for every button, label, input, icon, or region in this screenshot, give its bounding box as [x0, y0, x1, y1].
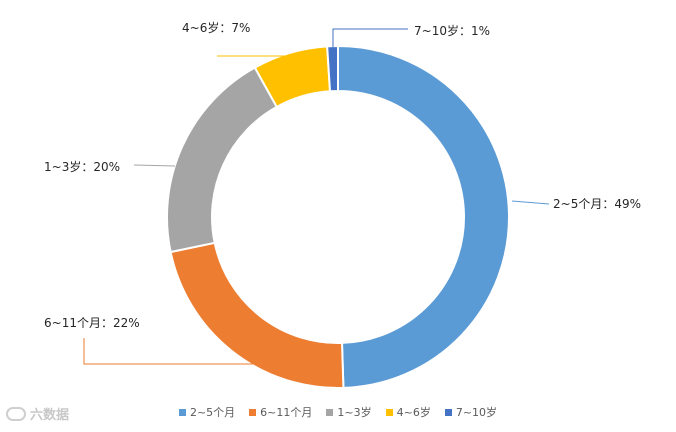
legend-swatch-2 [249, 408, 257, 416]
data-label-2: 6~11个月：22% [44, 316, 140, 330]
legend-label-1: 2~5个月 [189, 406, 236, 419]
data-label-4: 4~6岁：7% [182, 20, 250, 35]
watermark-text: 六数据 [30, 408, 70, 423]
legend-item-2: 6~11个月 [249, 404, 312, 420]
data-label-3: 1~3岁：20% [44, 159, 120, 174]
donut-chart: 2~5个月：49% 6~11个月：22% 1~3岁：20% 4~6岁：7% 7~10岁：… [44, 20, 641, 389]
slice-3 [166, 66, 279, 254]
slice-1 [337, 44, 510, 389]
legend-label-3: 1~3岁 [337, 406, 372, 419]
leader-line-5 [332, 28, 408, 47]
legend-swatch-4 [385, 408, 393, 416]
slice-2 [169, 241, 345, 389]
legend-item-5: 7~10岁 [444, 404, 498, 420]
leader-line-3 [133, 164, 176, 167]
legend-item-3: 1~3岁 [326, 404, 372, 420]
leader-line-1 [511, 200, 550, 205]
watermark-logo-icon [6, 406, 26, 421]
slice-5 [326, 44, 339, 93]
legend-label-5: 7~10岁 [455, 406, 498, 419]
data-label-1: 2~5个月：49% [553, 197, 641, 211]
legend-swatch-3 [326, 408, 334, 416]
legend-swatch-5 [444, 408, 452, 416]
legend-item-4: 4~6岁 [385, 404, 431, 420]
legend-label-4: 4~6岁 [396, 406, 431, 419]
leader-line-2 [83, 338, 262, 365]
legend-swatch-1 [178, 408, 186, 416]
chart-legend: 2~5个月 6~11个月 1~3岁 4~6岁 7~10岁 [0, 404, 676, 420]
data-label-5: 7~10岁：1% [414, 23, 490, 38]
watermark: 六数据 [6, 404, 69, 423]
legend-label-2: 6~11个月 [260, 406, 313, 419]
legend-item-1: 2~5个月 [178, 404, 236, 420]
